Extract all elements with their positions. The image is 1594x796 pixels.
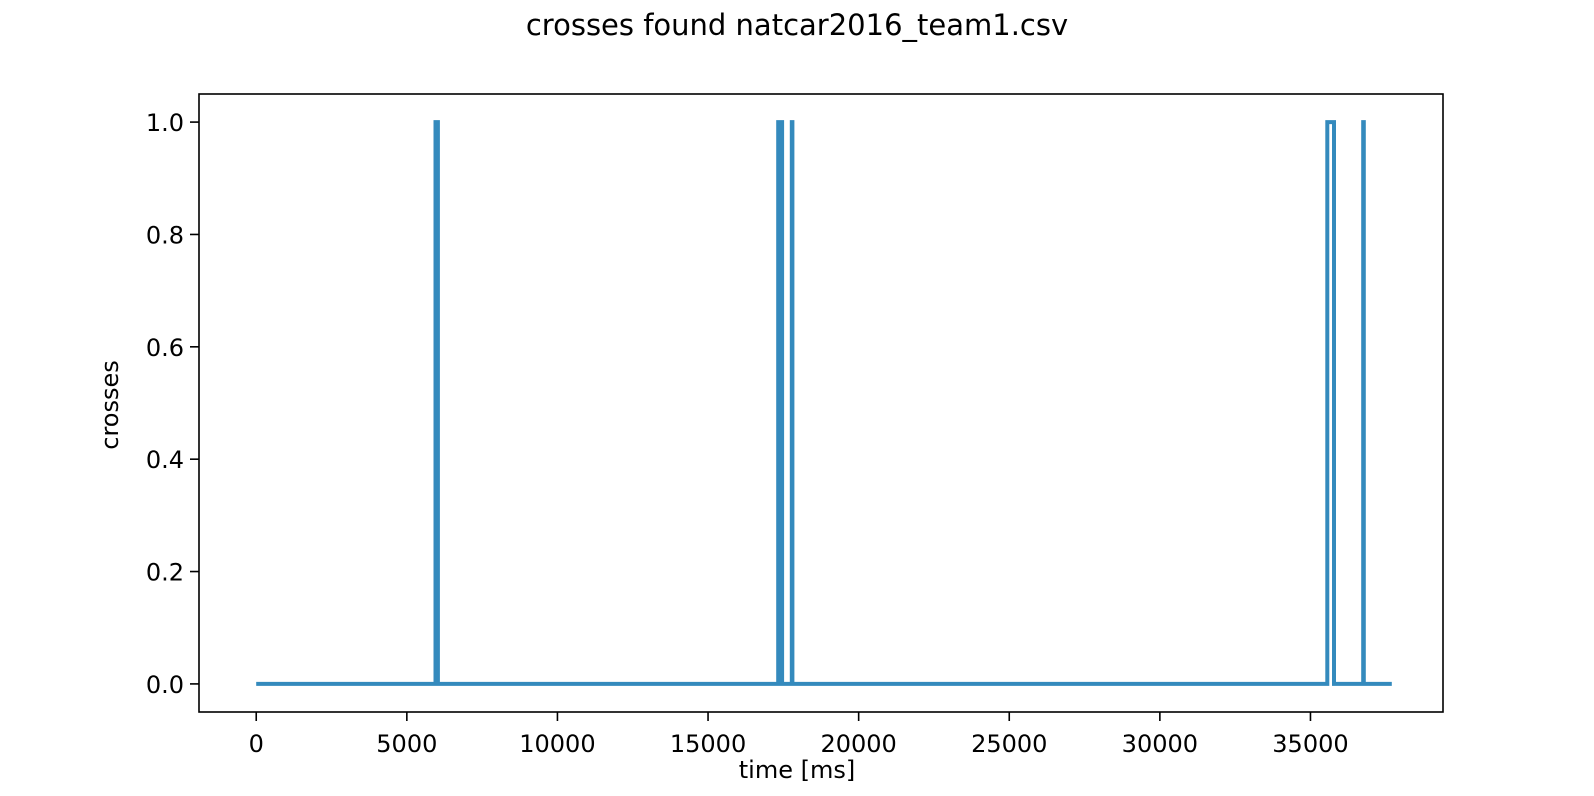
- x-tick-label: 10000: [519, 730, 595, 758]
- y-tick-label: 1.0: [146, 109, 184, 137]
- x-tick-label: 15000: [670, 730, 746, 758]
- series-line: [256, 120, 1392, 686]
- x-tick-label: 20000: [820, 730, 896, 758]
- x-tick-label: 35000: [1272, 730, 1348, 758]
- plot-frame: [198, 93, 1444, 713]
- x-tick-label: 0: [249, 730, 264, 758]
- y-tick-label: 0.0: [146, 671, 184, 699]
- x-axis-label: time [ms]: [738, 756, 856, 784]
- x-tick-label: 30000: [1122, 730, 1198, 758]
- y-tick-label: 0.6: [146, 334, 184, 362]
- y-tick-label: 0.2: [146, 559, 184, 587]
- x-tick-label: 25000: [971, 730, 1047, 758]
- x-axis-ticks: 0 5000 10000 15000 20000 25000 30000 35000: [249, 712, 1349, 758]
- x-tick-label: 5000: [376, 730, 437, 758]
- y-tick-label: 0.4: [146, 446, 184, 474]
- y-tick-label: 0.8: [146, 221, 184, 249]
- y-axis-ticks: 0.0 0.2 0.4 0.6 0.8 1.0: [146, 109, 199, 699]
- chart-title: crosses found natcar2016_team1.csv: [525, 8, 1069, 42]
